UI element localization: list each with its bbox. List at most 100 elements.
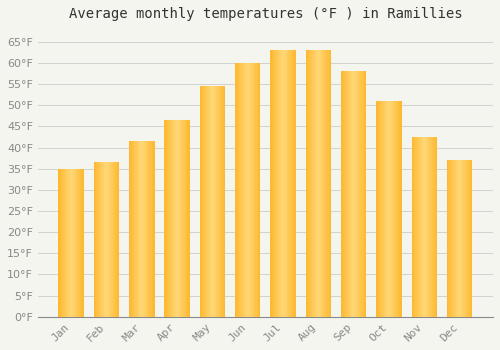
Bar (454, 160, 456, 317)
Bar (464, 160, 466, 317)
Bar (430, 137, 432, 317)
Bar (181, 120, 182, 317)
Bar (185, 120, 186, 317)
Bar (306, 50, 307, 317)
Bar (458, 160, 460, 317)
Bar (200, 86, 201, 317)
Bar (470, 160, 471, 317)
Bar (308, 50, 310, 317)
Bar (96, 162, 98, 317)
Bar (64, 169, 65, 317)
Bar (180, 120, 181, 317)
Bar (256, 63, 258, 317)
Bar (413, 137, 414, 317)
Bar (292, 50, 294, 317)
Bar (390, 101, 392, 317)
Bar (344, 71, 345, 317)
Bar (134, 141, 136, 317)
Bar (376, 101, 378, 317)
Bar (389, 101, 390, 317)
Bar (452, 160, 454, 317)
Bar (466, 160, 468, 317)
Bar (245, 63, 246, 317)
Bar (70, 169, 71, 317)
Bar (273, 50, 274, 317)
Bar (380, 101, 382, 317)
Bar (168, 120, 170, 317)
Bar (414, 137, 416, 317)
Bar (110, 162, 112, 317)
Bar (276, 50, 278, 317)
Bar (148, 141, 150, 317)
Bar (133, 141, 134, 317)
Bar (74, 169, 75, 317)
Bar (176, 120, 177, 317)
Bar (219, 86, 220, 317)
Bar (210, 86, 211, 317)
Bar (71, 169, 72, 317)
Bar (318, 50, 320, 317)
Bar (82, 169, 84, 317)
Bar (320, 50, 321, 317)
Bar (204, 86, 205, 317)
Bar (398, 101, 399, 317)
Bar (167, 120, 168, 317)
Bar (399, 101, 400, 317)
Bar (146, 141, 147, 317)
Bar (75, 169, 76, 317)
Bar (254, 63, 256, 317)
Bar (384, 101, 385, 317)
Bar (314, 50, 316, 317)
Bar (324, 50, 325, 317)
Bar (310, 50, 311, 317)
Bar (321, 50, 322, 317)
Bar (259, 63, 260, 317)
Bar (393, 101, 394, 317)
Bar (258, 63, 259, 317)
Bar (253, 63, 254, 317)
Bar (424, 137, 426, 317)
Bar (182, 120, 184, 317)
Bar (202, 86, 203, 317)
Bar (143, 141, 144, 317)
Bar (392, 101, 393, 317)
Bar (224, 86, 225, 317)
Bar (108, 162, 109, 317)
Bar (62, 169, 64, 317)
Bar (248, 63, 249, 317)
Bar (222, 86, 224, 317)
Bar (282, 50, 283, 317)
Bar (354, 71, 355, 317)
Bar (386, 101, 388, 317)
Bar (356, 71, 358, 317)
Bar (348, 71, 350, 317)
Bar (457, 160, 458, 317)
Bar (428, 137, 430, 317)
Bar (212, 86, 214, 317)
Bar (345, 71, 346, 317)
Bar (274, 50, 276, 317)
Bar (456, 160, 457, 317)
Bar (58, 169, 60, 317)
Bar (170, 120, 171, 317)
Bar (290, 50, 292, 317)
Bar (346, 71, 348, 317)
Bar (352, 71, 354, 317)
Bar (140, 141, 142, 317)
Bar (142, 141, 143, 317)
Bar (451, 160, 452, 317)
Bar (355, 71, 356, 317)
Bar (166, 120, 167, 317)
Bar (137, 141, 138, 317)
Bar (113, 162, 114, 317)
Bar (362, 71, 364, 317)
Bar (174, 120, 176, 317)
Bar (220, 86, 222, 317)
Bar (102, 162, 104, 317)
Bar (423, 137, 424, 317)
Bar (112, 162, 113, 317)
Bar (358, 71, 359, 317)
Bar (80, 169, 82, 317)
Bar (104, 162, 106, 317)
Bar (66, 169, 68, 317)
